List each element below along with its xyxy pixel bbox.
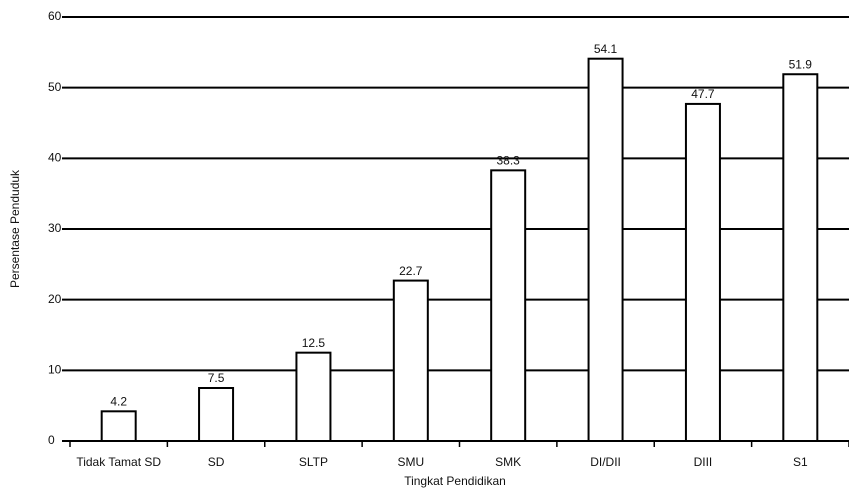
bar <box>199 388 233 441</box>
bar <box>783 74 817 441</box>
x-tick-label: S1 <box>793 455 808 469</box>
x-tick-label: SMU <box>397 455 424 469</box>
y-tick-label: 10 <box>48 363 62 377</box>
y-tick-label: 30 <box>48 221 62 235</box>
y-tick-label: 40 <box>48 151 62 165</box>
y-tick-label: 50 <box>48 80 62 94</box>
value-label: 7.5 <box>208 371 225 385</box>
value-label: 38.3 <box>497 154 521 168</box>
y-axis-title: Persentase Penduduk <box>8 169 22 288</box>
x-tick-label: Tidak Tamat SD <box>76 455 161 469</box>
bar <box>491 170 525 441</box>
x-tick-label: SD <box>208 455 225 469</box>
y-tick-label: 0 <box>48 433 55 447</box>
x-tick-label: DI/DII <box>590 455 621 469</box>
bar <box>686 104 720 441</box>
value-label: 54.1 <box>594 42 618 56</box>
bar <box>102 411 136 441</box>
x-tick-label: SLTP <box>299 455 328 469</box>
bar <box>296 353 330 441</box>
value-label: 4.2 <box>110 394 127 408</box>
value-label: 47.7 <box>691 87 715 101</box>
chart: Tingkat Pendidikan Persentase Penduduk 0… <box>0 0 849 496</box>
bar <box>394 281 428 441</box>
value-label: 51.9 <box>789 57 813 71</box>
value-label: 22.7 <box>399 264 423 278</box>
x-tick-label: SMK <box>495 455 521 469</box>
value-label: 12.5 <box>302 336 326 350</box>
y-tick-label: 60 <box>48 9 62 23</box>
bar <box>589 59 623 441</box>
x-axis-title: Tingkat Pendidikan <box>404 474 506 488</box>
x-tick-label: DIII <box>694 455 713 469</box>
y-tick-label: 20 <box>48 292 62 306</box>
